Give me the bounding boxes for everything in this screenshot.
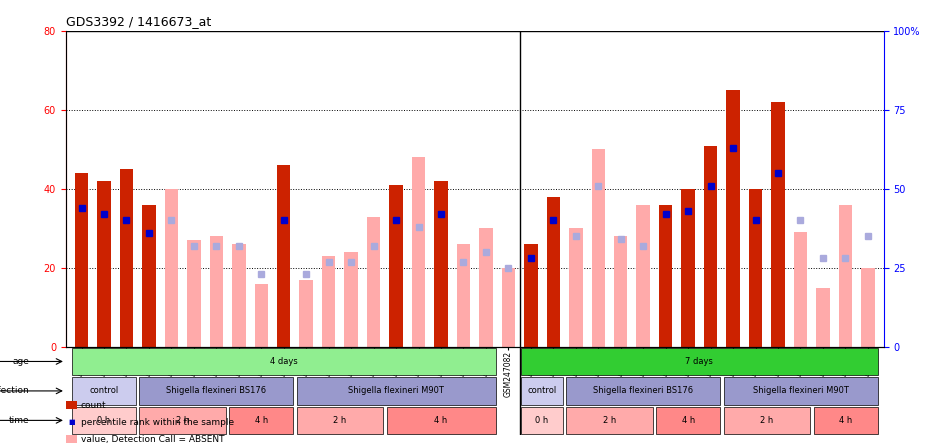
Bar [300,280,313,347]
FancyBboxPatch shape [724,407,810,434]
Bar [142,205,156,347]
Text: 4 h: 4 h [434,416,447,425]
Bar [546,197,560,347]
Bar [164,189,179,347]
FancyBboxPatch shape [297,407,384,434]
Bar [659,205,672,347]
Text: 4 h: 4 h [682,416,695,425]
Bar [321,256,336,347]
Bar [277,165,290,347]
Bar [727,90,740,347]
Bar [479,228,493,347]
FancyBboxPatch shape [72,377,136,405]
FancyBboxPatch shape [724,377,878,405]
Bar [591,150,605,347]
Text: GDS3392 / 1416673_at: GDS3392 / 1416673_at [66,16,212,28]
Bar [614,236,628,347]
Bar [816,288,830,347]
Text: 4 days: 4 days [270,357,298,366]
Bar [793,232,807,347]
Text: percentile rank within the sample: percentile rank within the sample [81,418,234,427]
FancyBboxPatch shape [229,407,293,434]
Text: infection: infection [0,386,29,396]
Bar [502,268,515,347]
Text: 2 h: 2 h [334,416,347,425]
Text: 4 h: 4 h [838,416,852,425]
Text: Shigella flexineri M90T: Shigella flexineri M90T [753,386,849,396]
FancyBboxPatch shape [567,407,653,434]
Text: time: time [8,416,29,425]
FancyBboxPatch shape [72,348,495,375]
Bar [457,244,470,347]
FancyBboxPatch shape [139,377,293,405]
Text: control: control [89,386,118,396]
Text: age: age [12,357,29,366]
Bar [97,181,111,347]
FancyBboxPatch shape [567,377,720,405]
Bar [344,252,358,347]
Bar [682,189,695,347]
Bar [210,236,223,347]
Text: Shigella flexineri BS176: Shigella flexineri BS176 [166,386,266,396]
Bar [771,102,785,347]
Text: count: count [81,401,106,410]
FancyBboxPatch shape [813,407,878,434]
FancyBboxPatch shape [656,407,720,434]
Text: 2 h: 2 h [760,416,774,425]
Text: 0 h: 0 h [98,416,111,425]
FancyBboxPatch shape [297,377,495,405]
Text: control: control [527,386,556,396]
Bar [525,244,538,347]
Bar [861,268,874,347]
Text: Shigella flexineri BS176: Shigella flexineri BS176 [593,386,694,396]
FancyBboxPatch shape [522,407,563,434]
Bar [119,169,133,347]
Text: Shigella flexineri M90T: Shigella flexineri M90T [348,386,444,396]
Text: 0 h: 0 h [536,416,549,425]
FancyBboxPatch shape [386,407,495,434]
Bar [367,217,381,347]
Bar [187,240,200,347]
Bar [75,173,88,347]
Text: 2 h: 2 h [176,416,189,425]
FancyBboxPatch shape [522,377,563,405]
Text: ■: ■ [68,419,75,425]
Bar [749,189,762,347]
Bar [389,185,403,347]
Bar [255,284,268,347]
FancyBboxPatch shape [522,348,878,375]
FancyBboxPatch shape [72,407,136,434]
Bar [569,228,583,347]
Bar [412,157,425,347]
Bar [636,205,650,347]
Text: 4 h: 4 h [255,416,268,425]
Bar [434,181,447,347]
Text: 2 h: 2 h [603,416,616,425]
Text: 7 days: 7 days [685,357,713,366]
Text: value, Detection Call = ABSENT: value, Detection Call = ABSENT [81,435,225,444]
FancyBboxPatch shape [139,407,226,434]
Bar [838,205,853,347]
Bar [232,244,245,347]
Bar [704,146,717,347]
